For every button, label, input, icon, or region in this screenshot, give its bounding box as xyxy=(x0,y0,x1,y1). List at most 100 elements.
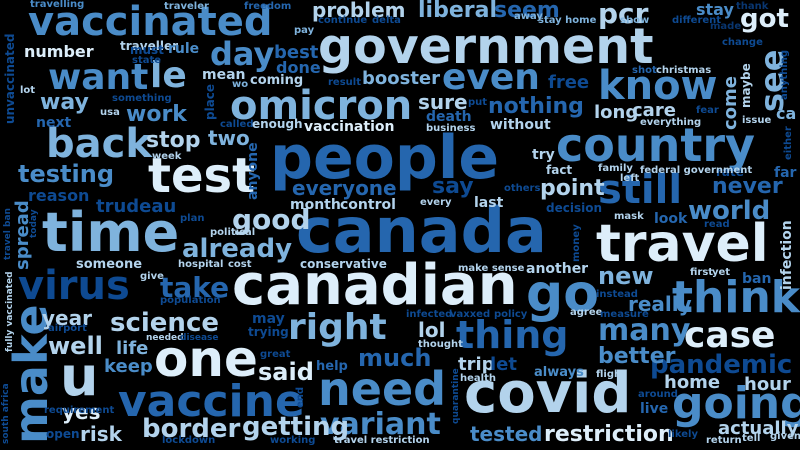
word-omicron: omicron xyxy=(230,83,413,129)
word-traveller: traveller xyxy=(120,39,178,53)
word-come: come xyxy=(720,76,741,130)
word-likely: likely xyxy=(668,429,698,440)
word-u: u xyxy=(60,345,99,408)
word-said: said xyxy=(258,358,314,386)
word-instead: instead xyxy=(596,289,638,300)
word-issue: issue xyxy=(742,115,772,126)
word-pandemic: pandemic xyxy=(650,350,793,380)
word-people: people xyxy=(270,123,500,193)
word-going: going xyxy=(672,378,800,429)
word-canadian: canadian xyxy=(232,253,518,318)
word-world: world xyxy=(688,196,771,226)
word-south-africa: south africa xyxy=(1,383,11,444)
word-even: even xyxy=(442,57,540,98)
word-either: either xyxy=(783,126,794,160)
word-may: may xyxy=(252,311,285,327)
word-well: well xyxy=(48,332,103,360)
word-flight: flight xyxy=(596,369,626,380)
word-vaccination: vaccination xyxy=(304,119,395,135)
word-enough: enough xyxy=(252,117,303,131)
word-everyone: everyone xyxy=(292,176,397,200)
word-away: away xyxy=(514,11,543,22)
word-called: called xyxy=(220,119,254,130)
word-rate: rate xyxy=(716,165,744,179)
word-want: want xyxy=(48,57,149,98)
word-week: week xyxy=(152,151,182,162)
word-trip: trip xyxy=(458,354,495,375)
word-next: next xyxy=(36,115,72,131)
word-lockdown: lockdown xyxy=(162,435,216,446)
word-le: le xyxy=(150,55,187,96)
word-liberal: liberal xyxy=(418,0,497,23)
word-stay: stay xyxy=(696,0,734,19)
word-rule: rule xyxy=(168,41,200,57)
word-wo: wo xyxy=(232,79,249,90)
word-read: read xyxy=(704,219,730,230)
word-control: control xyxy=(340,197,396,213)
word-travelling: travelling xyxy=(30,0,85,10)
word-two: two xyxy=(208,126,250,150)
word-look: look xyxy=(654,211,688,227)
word-health: health xyxy=(460,373,496,384)
word-seem: seem xyxy=(494,0,560,23)
word-getting: getting xyxy=(242,412,350,442)
word-covid: covid xyxy=(464,361,632,426)
word-help: help xyxy=(316,359,348,374)
word-canada: canada xyxy=(296,194,547,267)
word-working: working xyxy=(270,435,316,446)
word-trying: trying xyxy=(248,325,289,339)
word-one: one xyxy=(154,330,258,388)
word-test: test xyxy=(148,148,256,204)
word-go: go xyxy=(526,264,599,324)
word-different: different xyxy=(672,15,722,26)
word-unvaccinated: unvaccinated xyxy=(3,33,17,124)
word-traveler: traveler xyxy=(164,1,209,12)
word-pcr: pcr xyxy=(598,0,649,30)
word-fully-vaccinated: fully vaccinated xyxy=(5,271,15,352)
word-done: done xyxy=(276,58,321,77)
word-day: day xyxy=(210,35,275,73)
word-measure: measure xyxy=(600,309,649,320)
word-fear: fear xyxy=(696,105,719,116)
word-needed: needed xyxy=(146,333,184,343)
word-cost: cost xyxy=(228,259,252,270)
word-live: live xyxy=(640,401,669,417)
word-already: already xyxy=(182,234,293,264)
word-last: last xyxy=(474,195,504,211)
word-problem: problem xyxy=(312,0,406,22)
word-population: population xyxy=(160,295,221,306)
word-work: work xyxy=(126,102,187,127)
word-care: care xyxy=(632,100,676,121)
word-show: show xyxy=(620,15,650,26)
word-lot: lot xyxy=(20,85,36,96)
word-quarantine: quarantine xyxy=(451,368,461,424)
word-sure: sure xyxy=(418,90,468,114)
word-right: right xyxy=(288,307,387,348)
word-around: around xyxy=(638,389,678,400)
word-hour: hour xyxy=(744,374,791,395)
word-tell: tell xyxy=(742,433,761,444)
word-still: still xyxy=(598,167,683,213)
word-science: science xyxy=(110,308,219,338)
word-try: try xyxy=(532,147,555,163)
word-everything: everything xyxy=(640,117,702,128)
word-restriction: restriction xyxy=(544,422,674,447)
word-thing: thing xyxy=(456,313,569,357)
word-agree: agree xyxy=(570,307,603,318)
word-place: place xyxy=(203,83,217,120)
word-made: made xyxy=(710,21,742,32)
word-christmas: christmas xyxy=(656,65,712,76)
word-time: time xyxy=(42,201,180,264)
word-number: number xyxy=(24,42,94,61)
word-put: put xyxy=(468,97,488,108)
word-much: much xyxy=(358,344,432,372)
word-new: new xyxy=(598,262,654,290)
word-travel-ban: travel ban xyxy=(3,208,13,260)
word-open: open xyxy=(46,427,80,441)
word-end: end xyxy=(295,386,306,408)
word-country: country xyxy=(556,118,756,172)
word-good: good xyxy=(232,203,311,236)
word-others: others xyxy=(504,183,541,194)
word-actually: actually xyxy=(718,418,799,439)
word-change: change xyxy=(722,37,763,48)
